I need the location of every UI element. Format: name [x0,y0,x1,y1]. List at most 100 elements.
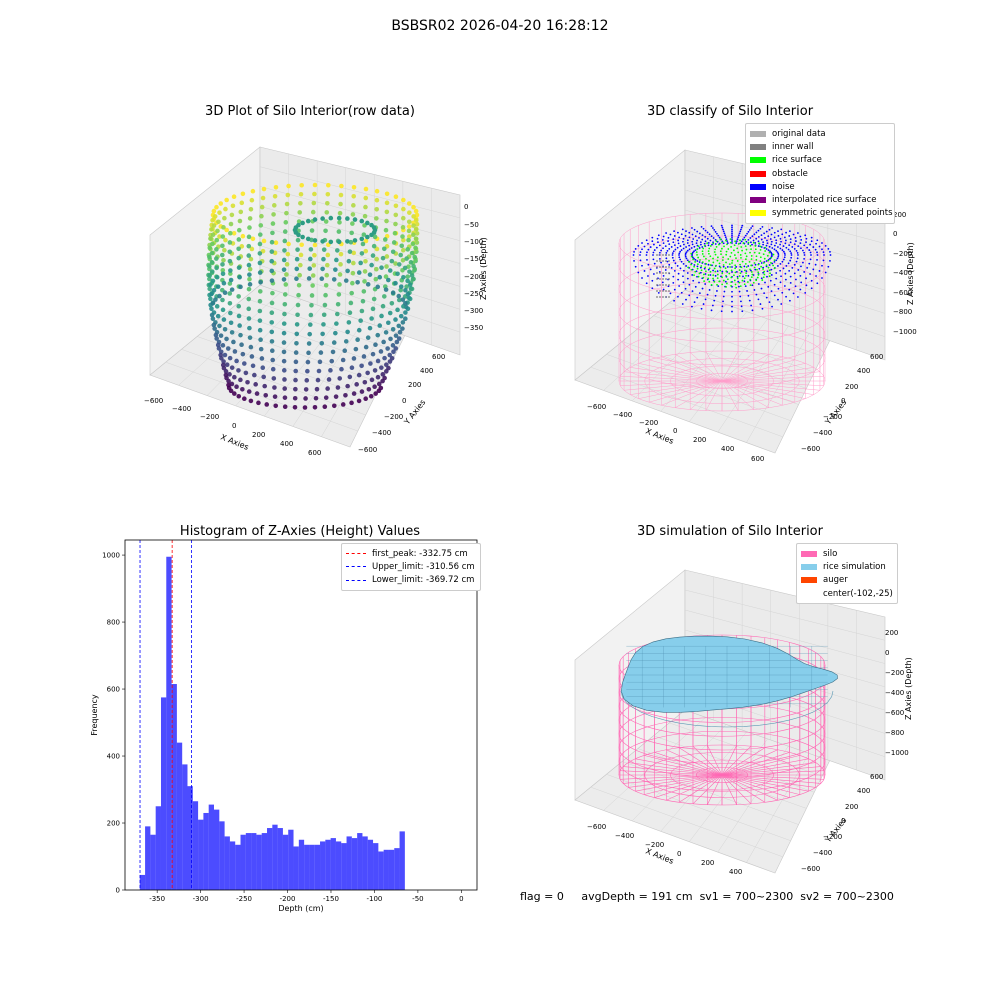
data-point [395,307,400,313]
data-point [325,200,330,206]
data-point [313,395,319,401]
histogram-legend: first_peak: -332.75 cm Upper_limit: -310… [341,543,481,591]
data-point [210,217,215,223]
rice-surface-point [693,274,695,277]
noise-point [810,236,813,239]
rice-surface-point [725,274,727,277]
noise-point [653,249,656,251]
noise-point [722,230,725,233]
z-tick: −800 [885,729,904,737]
data-point [320,216,325,221]
data-point [387,268,393,273]
z-axis-label: Z Axies (Depth) [904,657,913,720]
data-point [282,404,288,410]
data-point [272,193,278,199]
data-point [390,249,396,255]
noise-point [808,249,811,251]
noise-point [803,251,806,254]
data-point [207,245,213,251]
noise-point [805,237,808,240]
rice-surface-point [730,276,733,279]
noise-point [737,236,740,239]
data-point [414,221,420,227]
y-tick: −200 [823,413,842,421]
noise-point [641,277,643,279]
noise-point [682,269,685,272]
x-tick: 600 [751,455,764,463]
x-tick: 200 [701,859,714,867]
rice-surface-point [716,256,719,259]
inner-wall-point [659,290,661,292]
data-point [345,239,350,244]
noise-point [707,244,710,247]
histogram-bar [399,831,405,890]
data-point [222,215,227,221]
noise-point [701,287,704,290]
data-point [384,209,390,215]
legend-entry: inner wall [750,140,890,153]
data-point [413,208,419,214]
noise-point [718,236,721,239]
data-point [224,197,229,203]
z-tick: −150 [464,255,483,263]
rice-surface-point [733,244,736,247]
data-point [221,225,226,230]
rice-surface-point [700,265,703,267]
data-point [400,234,405,239]
data-point [323,282,329,288]
data-point [384,254,390,259]
data-point [220,234,226,239]
avg-depth-text: avgDepth = 191 cm [581,890,693,903]
data-point [389,300,395,306]
data-point [338,201,343,207]
data-point [207,286,212,292]
histogram-bar [293,846,299,890]
data-point [217,323,222,329]
rice-surface-point [747,241,750,244]
data-point [212,326,217,331]
noise-point [816,254,819,256]
data-point [405,306,411,312]
data-point [355,337,360,343]
inner-wall-point [665,290,667,292]
data-point [299,242,304,248]
noise-point [723,290,726,293]
rice-surface-point [743,269,746,272]
noise-point [766,242,769,245]
data-point [293,386,298,392]
noise-point [743,265,746,268]
rice-surface-point [739,254,742,256]
data-point [207,273,212,278]
noise-point [810,287,813,290]
data-point [350,270,356,276]
histogram-bar [229,841,236,890]
rice-surface-point [709,255,712,258]
data-point [363,204,368,210]
data-point [227,300,233,306]
noise-point [672,275,675,278]
noise-point [751,235,754,238]
rice-surface-point [739,263,741,266]
data-point [337,376,343,381]
rice-surface-point [733,254,736,256]
rice-surface-point [716,283,718,286]
rice-surface-point [696,267,699,270]
rice-surface-point [712,274,715,277]
noise-point [750,241,752,244]
rice-surface-point [712,242,715,245]
data-point [273,240,279,246]
data-point [312,217,318,222]
noise-point [712,269,714,272]
y-tick: −200 [384,413,403,421]
data-point [236,313,242,319]
data-point [350,221,355,226]
y-tick: −400 [813,849,832,857]
noise-point [816,258,818,261]
data-point [383,330,389,335]
data-point [374,216,379,221]
rice-surface-point [750,248,752,251]
inner-wall-point [665,254,667,256]
data-point [302,405,308,410]
noise-point [821,277,823,279]
noise-point [769,279,772,282]
